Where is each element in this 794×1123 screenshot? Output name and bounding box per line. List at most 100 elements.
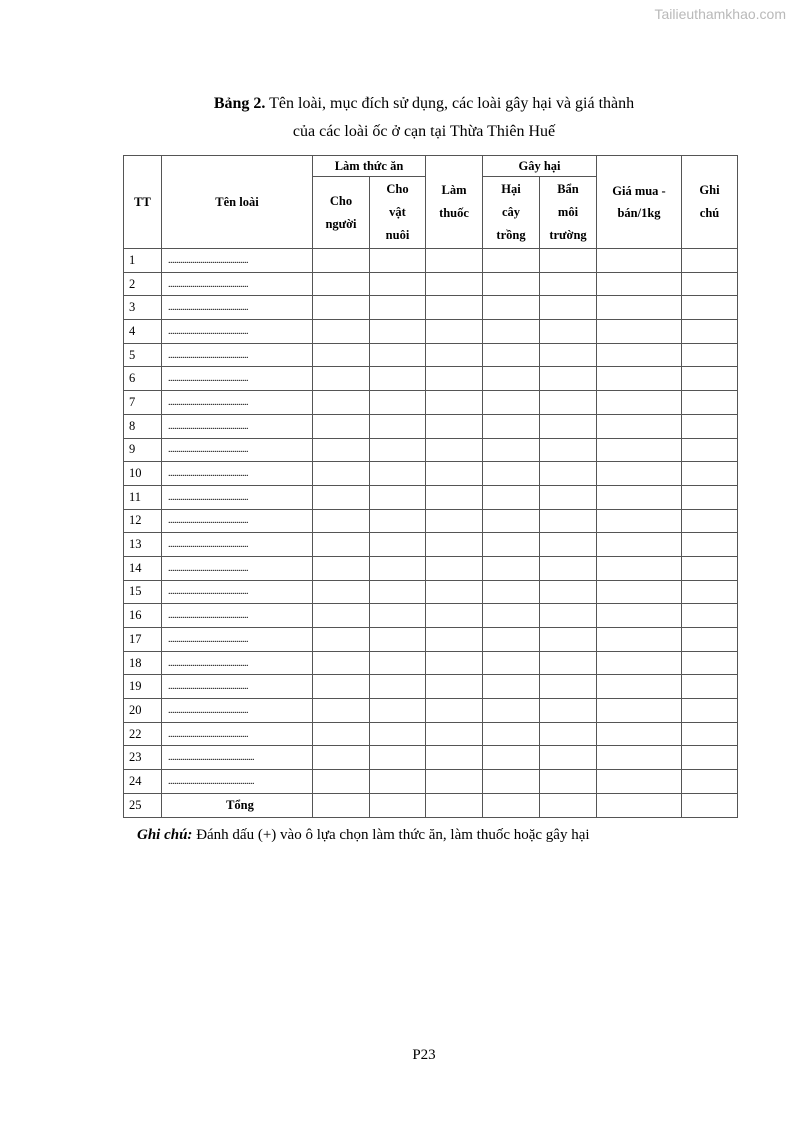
- empty-cell: [681, 698, 738, 723]
- empty-cell: [312, 248, 370, 273]
- empty-cell: [369, 792, 426, 818]
- empty-cell: [482, 342, 540, 368]
- empty-cell: [425, 484, 483, 510]
- table-row: 18......................................…: [123, 650, 738, 676]
- empty-cell: [369, 579, 426, 605]
- empty-cell: [596, 579, 682, 605]
- empty-cell: [312, 271, 370, 297]
- table-row: 9.......................................…: [123, 437, 738, 463]
- empty-cell: [681, 579, 738, 605]
- empty-cell: [425, 319, 483, 344]
- page-number: P23: [412, 1047, 436, 1063]
- empty-cell: [539, 603, 597, 628]
- table-row: 16......................................…: [123, 603, 738, 628]
- species-name-blank: ........................................: [161, 342, 313, 368]
- empty-cell: [369, 437, 426, 463]
- species-name-blank: ........................................: [161, 555, 313, 581]
- row-number: 11: [123, 484, 162, 510]
- empty-cell: [482, 508, 540, 534]
- table-row: 15......................................…: [123, 579, 738, 605]
- empty-cell: [539, 674, 597, 700]
- empty-cell: [425, 366, 483, 392]
- empty-cell: [482, 579, 540, 605]
- empty-cell: [681, 271, 738, 297]
- empty-cell: [425, 532, 483, 557]
- empty-cell: [482, 532, 540, 557]
- empty-cell: [482, 248, 540, 273]
- table-title-line1: Bảng 2. Tên loài, mục đích sử dụng, các …: [0, 95, 794, 113]
- empty-cell: [425, 603, 483, 628]
- empty-cell: [312, 366, 370, 392]
- empty-cell: [539, 745, 597, 771]
- empty-cell: [482, 698, 540, 723]
- empty-cell: [596, 769, 682, 794]
- empty-cell: [482, 555, 540, 581]
- row-number: 24: [123, 769, 162, 794]
- header-tt: TT: [123, 155, 162, 249]
- table-row: 3.......................................…: [123, 295, 738, 321]
- empty-cell: [539, 721, 597, 747]
- empty-cell: [539, 342, 597, 368]
- species-name-blank: ........................................: [161, 319, 313, 344]
- empty-cell: [369, 390, 426, 415]
- row-number: 9: [123, 437, 162, 463]
- empty-cell: [312, 295, 370, 321]
- empty-cell: [482, 769, 540, 794]
- empty-cell: [596, 484, 682, 510]
- row-number: 15: [123, 579, 162, 605]
- empty-cell: [425, 769, 483, 794]
- row-number: 3: [123, 295, 162, 321]
- empty-cell: [539, 437, 597, 463]
- empty-cell: [681, 366, 738, 392]
- empty-cell: [312, 555, 370, 581]
- empty-cell: [681, 721, 738, 747]
- empty-cell: [681, 674, 738, 700]
- table-row: 8.......................................…: [123, 413, 738, 439]
- empty-cell: [312, 650, 370, 676]
- empty-cell: [425, 271, 483, 297]
- species-name-blank: ........................................…: [161, 745, 313, 771]
- row-number: 17: [123, 627, 162, 652]
- empty-cell: [369, 674, 426, 700]
- empty-cell: [425, 579, 483, 605]
- empty-cell: [681, 508, 738, 534]
- empty-cell: [369, 721, 426, 747]
- empty-cell: [681, 437, 738, 463]
- empty-cell: [369, 532, 426, 557]
- empty-cell: [681, 603, 738, 628]
- table-row: 13......................................…: [123, 532, 738, 557]
- empty-cell: [539, 532, 597, 557]
- empty-cell: [596, 413, 682, 439]
- species-name-blank: ........................................: [161, 650, 313, 676]
- header-price: Giá mua - bán/1kg: [596, 155, 682, 249]
- empty-cell: [369, 484, 426, 510]
- table-row: 7.......................................…: [123, 390, 738, 415]
- empty-cell: [596, 721, 682, 747]
- empty-cell: [539, 461, 597, 486]
- empty-cell: [425, 650, 483, 676]
- empty-cell: [539, 248, 597, 273]
- empty-cell: [425, 342, 483, 368]
- watermark: Tailieuthamkhao.com: [654, 6, 786, 22]
- empty-cell: [596, 532, 682, 557]
- empty-cell: [681, 769, 738, 794]
- empty-cell: [596, 390, 682, 415]
- empty-cell: [312, 484, 370, 510]
- empty-cell: [425, 745, 483, 771]
- empty-cell: [681, 532, 738, 557]
- empty-cell: [369, 627, 426, 652]
- empty-cell: [425, 698, 483, 723]
- empty-cell: [681, 745, 738, 771]
- row-number: 16: [123, 603, 162, 628]
- empty-cell: [539, 769, 597, 794]
- empty-cell: [681, 792, 738, 818]
- species-name-blank: ........................................: [161, 698, 313, 723]
- empty-cell: [425, 555, 483, 581]
- empty-cell: [539, 508, 597, 534]
- header-harm: Gây hại: [482, 155, 597, 177]
- empty-cell: [482, 461, 540, 486]
- header-name: Tên loài: [161, 155, 313, 249]
- header-food-animals: Cho vật nuôi: [369, 176, 426, 249]
- species-table: TT Tên loài Làm thức ăn Làm thuốc Gây hạ…: [123, 155, 738, 818]
- empty-cell: [482, 650, 540, 676]
